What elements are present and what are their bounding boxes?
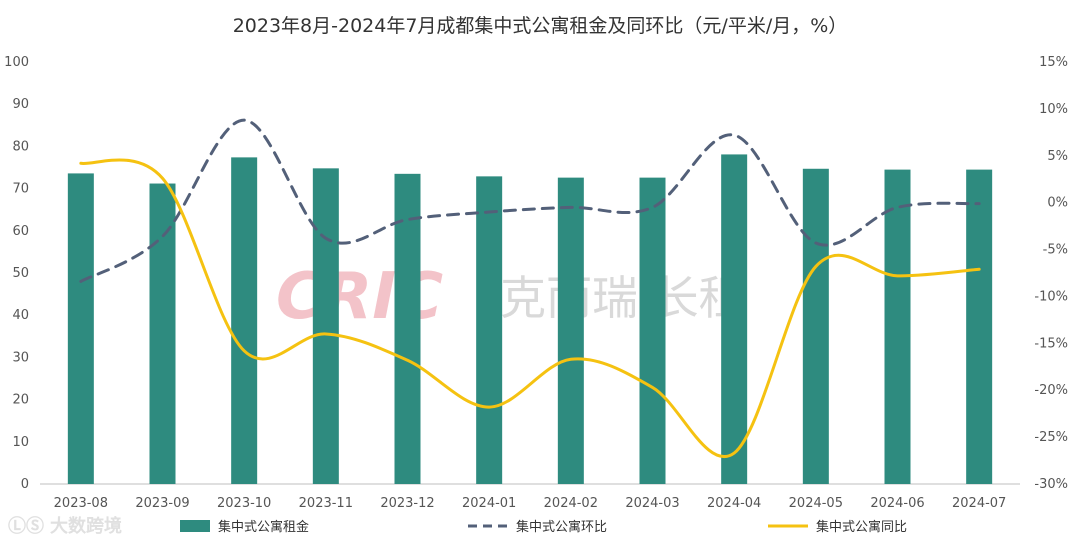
legend: 集中式公寓租金 集中式公寓环比 集中式公寓同比: [180, 519, 907, 535]
legend-label-mom: 集中式公寓环比: [516, 519, 607, 535]
x-axis: 2023-08 2023-09 2023-10 2023-11 2023-12 2024-…: [54, 496, 1007, 511]
bar: [476, 176, 503, 484]
bar: [231, 157, 258, 484]
x-axis-tick-label: 2024-03: [625, 496, 679, 511]
left-axis-tick-label: 90: [12, 97, 29, 112]
x-axis-tick-label: 2024-05: [789, 496, 843, 511]
left-axis-tick-label: 30: [12, 350, 29, 365]
right-axis-tick-label: -25%: [1034, 430, 1068, 445]
x-axis-tick-label: 2024-01: [462, 496, 516, 511]
bar: [312, 168, 339, 484]
right-axis: -30% -25% -20% -15% -10% -5% 0% 5% 10% 15%: [1034, 55, 1068, 492]
x-axis-tick-label: 2023-11: [299, 496, 353, 511]
bar-series: [67, 154, 993, 485]
left-axis: 0 10 20 30 40 50 60 70 80 90 100: [4, 55, 29, 492]
right-axis-tick-label: -10%: [1034, 289, 1068, 304]
line-series: [79, 118, 981, 458]
left-axis-tick-label: 80: [12, 139, 29, 154]
x-axis-tick-label: 2023-12: [380, 496, 434, 511]
left-axis-tick-label: 70: [12, 182, 29, 197]
right-axis-tick-label: -20%: [1034, 383, 1068, 398]
line-yoy: [79, 158, 981, 458]
legend-swatch-bar: [180, 520, 210, 532]
source-mark-text: 大数跨境: [50, 515, 122, 537]
bar: [884, 169, 911, 485]
right-axis-tick-label: 0%: [1047, 196, 1068, 211]
legend-label-yoy: 集中式公寓同比: [816, 519, 907, 535]
bar: [721, 154, 748, 484]
right-axis-tick-label: -5%: [1043, 243, 1068, 258]
watermark: CRIC 克而瑞·长租: [276, 260, 745, 334]
left-axis-tick-label: 0: [21, 477, 29, 492]
x-axis-tick-label: 2023-10: [217, 496, 271, 511]
chart-title: 2023年8月-2024年7月成都集中式公寓租金及同环比（元/平米/月，%）: [233, 15, 848, 37]
bar: [966, 169, 993, 485]
x-axis-tick-label: 2024-06: [870, 496, 924, 511]
source-mark: ⓁⓈ 大数跨境: [8, 515, 122, 537]
line-mom: [79, 118, 981, 283]
left-axis-tick-label: 50: [12, 266, 29, 281]
right-axis-tick-label: 10%: [1039, 102, 1068, 117]
right-axis-tick-label: 15%: [1039, 55, 1068, 70]
left-axis-tick-label: 10: [12, 435, 29, 450]
left-axis-tick-label: 60: [12, 224, 29, 239]
right-axis-tick-label: 5%: [1047, 149, 1068, 164]
left-axis-tick-label: 100: [4, 55, 29, 70]
x-axis-tick-label: 2024-07: [952, 496, 1006, 511]
right-axis-tick-label: -30%: [1034, 477, 1068, 492]
x-axis-tick-label: 2023-08: [54, 496, 108, 511]
bar: [67, 173, 94, 484]
bar: [557, 177, 584, 485]
source-logo-icon: ⓁⓈ: [8, 515, 44, 537]
left-axis-tick-label: 40: [12, 308, 29, 323]
bar: [394, 173, 421, 484]
right-axis-tick-label: -15%: [1034, 336, 1068, 351]
bar: [149, 183, 176, 484]
watermark-brand: 克而瑞·长租: [500, 271, 745, 325]
x-axis-tick-label: 2024-04: [707, 496, 761, 511]
bar: [639, 177, 666, 485]
left-axis-tick-label: 20: [12, 393, 29, 408]
legend-label-rent: 集中式公寓租金: [218, 519, 309, 535]
x-axis-tick-label: 2024-02: [544, 496, 598, 511]
x-axis-tick-label: 2023-09: [135, 496, 189, 511]
bar: [802, 168, 829, 485]
